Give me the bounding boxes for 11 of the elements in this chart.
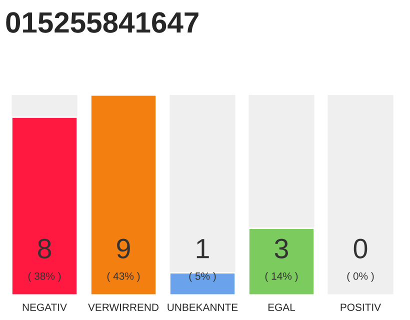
data-label: 1 ( 5% ) [189,239,216,282]
data-label: 3 ( 14% ) [265,238,298,282]
x-tick-label: POSITIV [340,304,382,311]
x-tick-label: NEGATIV [22,304,67,311]
data-label: 0 ( 0% ) [347,238,374,282]
chart-title: 015255841647 [6,12,198,33]
data-label: 9 ( 43% ) [107,238,140,282]
data-label: 8 ( 38% ) [28,238,61,282]
x-tick-label: UNBEKANNTE [168,304,238,311]
x-tick-label: VERWIRREND [88,304,158,311]
x-tick-label: EGAL [268,304,296,311]
